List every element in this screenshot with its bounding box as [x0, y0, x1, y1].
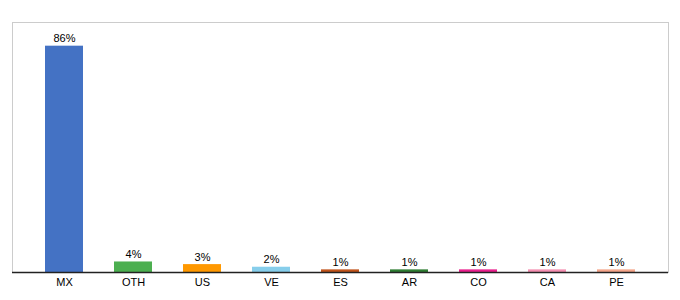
svg-text:CA: CA [540, 276, 556, 288]
svg-text:4%: 4% [126, 248, 142, 260]
svg-text:AR: AR [402, 276, 417, 288]
svg-text:1%: 1% [402, 256, 418, 268]
svg-text:1%: 1% [333, 256, 349, 268]
svg-text:1%: 1% [609, 256, 625, 268]
svg-text:2%: 2% [264, 253, 280, 265]
svg-text:ES: ES [333, 276, 348, 288]
svg-text:OTH: OTH [122, 276, 145, 288]
svg-text:US: US [195, 276, 210, 288]
svg-text:VE: VE [264, 276, 279, 288]
svg-text:PE: PE [609, 276, 624, 288]
svg-text:86%: 86% [53, 32, 75, 44]
svg-text:1%: 1% [540, 256, 556, 268]
svg-text:3%: 3% [195, 251, 211, 263]
svg-text:CO: CO [470, 276, 487, 288]
svg-text:1%: 1% [471, 256, 487, 268]
svg-text:MX: MX [56, 276, 73, 288]
